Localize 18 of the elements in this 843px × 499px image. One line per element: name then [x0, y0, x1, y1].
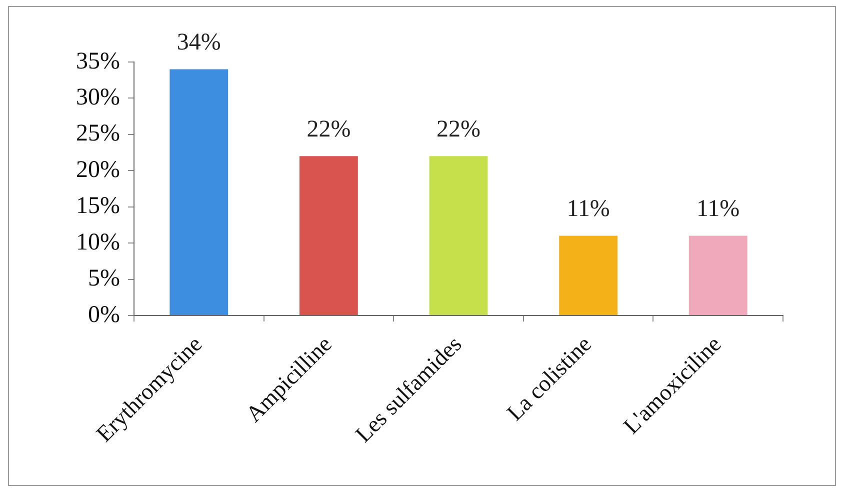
- bar: [170, 69, 228, 315]
- data-label: 22%: [436, 116, 480, 142]
- y-tick-label: 15%: [76, 193, 120, 220]
- data-label: 11%: [566, 196, 610, 222]
- data-label: 11%: [696, 196, 740, 222]
- y-tick-label: 30%: [76, 84, 120, 111]
- y-tick-label: 25%: [76, 120, 120, 147]
- y-tick-label: 20%: [76, 156, 120, 183]
- y-tick-label: 0%: [88, 302, 120, 328]
- bar: [559, 236, 618, 315]
- bar: [429, 156, 488, 315]
- data-label: 22%: [306, 116, 351, 142]
- y-tick-label: 10%: [76, 229, 120, 256]
- bar: [688, 236, 748, 315]
- y-tick-label: 35%: [76, 48, 120, 74]
- y-tick-label: 5%: [88, 266, 120, 292]
- bar: [299, 156, 358, 315]
- data-label: 34%: [176, 30, 221, 56]
